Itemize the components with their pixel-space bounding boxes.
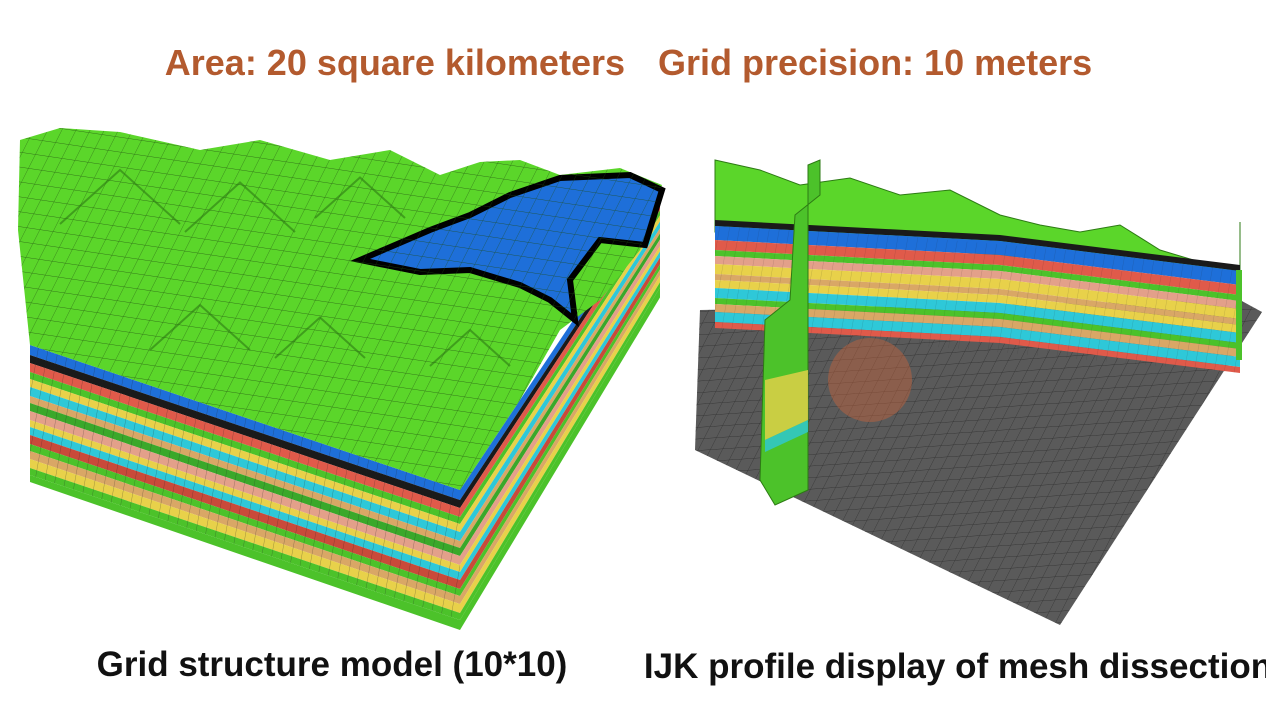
layer-side bbox=[460, 264, 660, 596]
ridge bbox=[429, 328, 511, 367]
precision-label: Grid precision: 10 meters bbox=[658, 42, 1092, 83]
ridge bbox=[314, 176, 406, 219]
watermark-logo bbox=[828, 338, 912, 422]
area-label: Area: 20 square kilometers bbox=[165, 42, 625, 83]
layer-side bbox=[460, 282, 660, 620]
layer-side bbox=[460, 233, 660, 556]
ijk-profile-model bbox=[695, 159, 1262, 625]
slab-layers bbox=[765, 370, 808, 440]
base-grid bbox=[695, 300, 1262, 625]
layer-side bbox=[460, 251, 660, 580]
right-edge bbox=[1236, 270, 1242, 360]
caption: IJK profile display of mesh dissection bbox=[644, 647, 1266, 686]
layer-side bbox=[460, 257, 660, 589]
front-grid bbox=[30, 345, 460, 620]
layer-side bbox=[460, 221, 660, 541]
ridge bbox=[59, 168, 181, 225]
terrain-grid bbox=[18, 128, 662, 490]
layer-side bbox=[460, 228, 660, 548]
caption: Grid structure model (10*10) bbox=[97, 645, 568, 684]
grid-structure-model bbox=[18, 128, 666, 630]
ridge bbox=[184, 181, 296, 233]
terrain-profile bbox=[714, 159, 1241, 276]
slab-layers bbox=[765, 420, 808, 452]
layer-side bbox=[460, 215, 660, 532]
ridge bbox=[274, 316, 366, 359]
ridge bbox=[149, 303, 251, 351]
layer-side bbox=[460, 269, 660, 604]
layer-side bbox=[460, 210, 660, 524]
layer-side bbox=[460, 246, 660, 572]
profile-grid bbox=[715, 220, 1240, 373]
layer-side bbox=[460, 275, 660, 613]
layer-side bbox=[460, 239, 660, 565]
